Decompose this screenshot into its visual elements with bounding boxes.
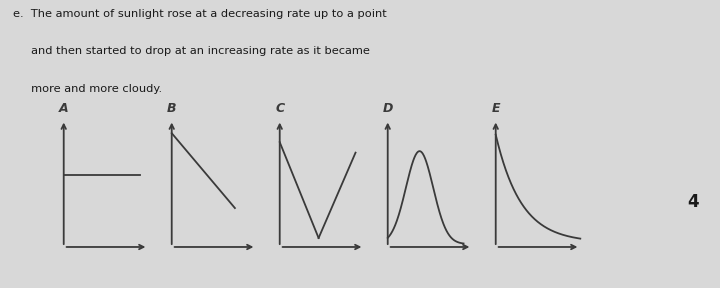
Text: 4: 4 <box>688 193 699 211</box>
Text: D: D <box>382 102 393 115</box>
Text: more and more cloudy.: more and more cloudy. <box>14 84 163 94</box>
Text: B: B <box>167 102 176 115</box>
Text: e.  The amount of sunlight rose at a decreasing rate up to a point: e. The amount of sunlight rose at a decr… <box>14 9 387 19</box>
Text: E: E <box>492 102 500 115</box>
Text: and then started to drop at an increasing rate as it became: and then started to drop at an increasin… <box>14 46 370 56</box>
Text: A: A <box>59 102 68 115</box>
Text: C: C <box>275 102 284 115</box>
